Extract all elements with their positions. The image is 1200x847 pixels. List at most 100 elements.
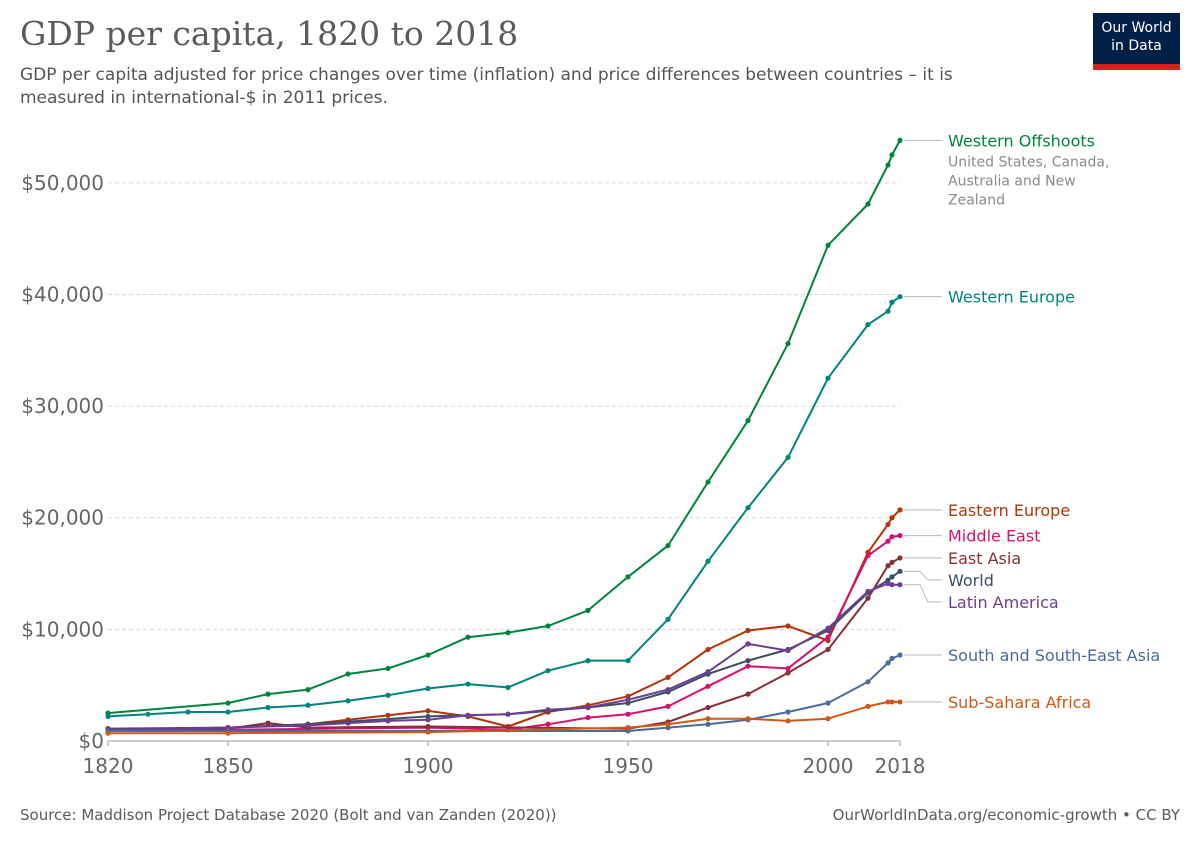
data-point [825,700,831,706]
data-point [785,340,791,347]
line-chart: $0 $10,000 $20,000 $30,000 $40,000 $50,000 182… [21,131,1160,778]
data-point [425,685,431,692]
data-point [385,692,391,698]
series-label: World [948,571,994,590]
data-point [705,479,711,485]
data-point [265,704,271,711]
y-tick-label: $10,000 [21,617,104,641]
data-point [889,534,895,540]
data-point [105,730,111,736]
series-note: United States, Canada, [948,154,1109,170]
data-point [785,647,791,654]
series-line [107,509,901,731]
data-point [425,652,431,658]
data-point [785,623,791,629]
data-point [897,507,903,513]
data-point [345,671,351,677]
data-point [705,669,711,675]
data-point [865,588,871,595]
gridlines [108,182,900,630]
data-point [825,242,831,248]
data-point [745,716,751,722]
logo-accent-bar [1093,64,1180,70]
data-point [265,691,271,697]
data-point [425,717,431,723]
chart-subtitle: GDP per capita adjusted for price change… [20,65,953,108]
data-point [825,625,831,631]
data-point [897,137,903,143]
data-point [785,670,791,676]
data-point [825,375,831,381]
data-point [705,716,711,722]
y-tick-label: $0 [79,729,104,753]
data-point [865,321,871,328]
data-point [825,716,831,722]
source-note: Source: Maddison Project Database 2020 (… [20,806,557,824]
data-point [465,712,471,718]
data-point [665,687,671,693]
data-point [825,634,831,640]
data-point [665,616,671,622]
data-point [545,707,551,713]
data-point [865,703,871,709]
series-line [107,295,901,718]
data-point [305,722,311,728]
data-point [625,697,631,703]
logo-line-1: Our World [1101,20,1172,36]
data-point [745,418,751,424]
data-point [865,201,871,207]
series-note: Australia and New [948,173,1076,189]
data-point [345,720,351,726]
data-point [585,607,591,613]
data-point [785,454,791,461]
data-point [225,700,231,706]
series-note: Zealand [948,192,1005,208]
data-point [889,152,895,158]
series-label: East Asia [948,549,1021,568]
data-point [897,555,903,561]
data-point [465,634,471,640]
data-point [897,532,903,539]
data-point [385,718,391,724]
series-label: Sub-Sahara Africa [948,693,1091,712]
data-point [385,665,391,672]
data-point [889,655,895,661]
data-point [425,708,431,714]
data-point [465,681,471,687]
data-point [745,505,751,511]
data-point [625,711,631,717]
data-point [625,658,631,664]
data-point [745,658,751,664]
data-point [889,699,895,705]
data-point [705,683,711,689]
data-point [897,294,903,300]
series-label: South and South-East Asia [948,646,1160,665]
y-tick-label: $30,000 [21,394,104,418]
data-point [545,668,551,674]
x-tick-label: 2018 [875,754,926,778]
series-label: Western Europe [948,288,1075,307]
series-label: Middle East [948,527,1040,546]
data-point [745,641,751,647]
data-point [825,646,831,653]
data-point [665,703,671,709]
data-point [225,709,231,715]
data-point [885,563,891,569]
x-tick-label: 1820 [83,754,134,778]
data-point [665,721,671,727]
logo-line-2: in Data [1111,38,1162,54]
y-tick-label: $50,000 [21,171,104,195]
data-point [545,623,551,629]
data-point [105,713,111,720]
data-point [885,521,891,528]
label-connector [904,570,942,581]
owid-logo[interactable]: Our World in Data [1093,13,1180,70]
x-tick-label: 2000 [803,754,854,778]
data-point [889,582,895,588]
data-point [305,687,311,693]
credit-link[interactable]: OurWorldInData.org/economic-growth • CC … [832,806,1180,824]
data-point [885,162,891,168]
data-point [385,712,391,718]
data-point [425,723,431,730]
data-point [585,658,591,664]
